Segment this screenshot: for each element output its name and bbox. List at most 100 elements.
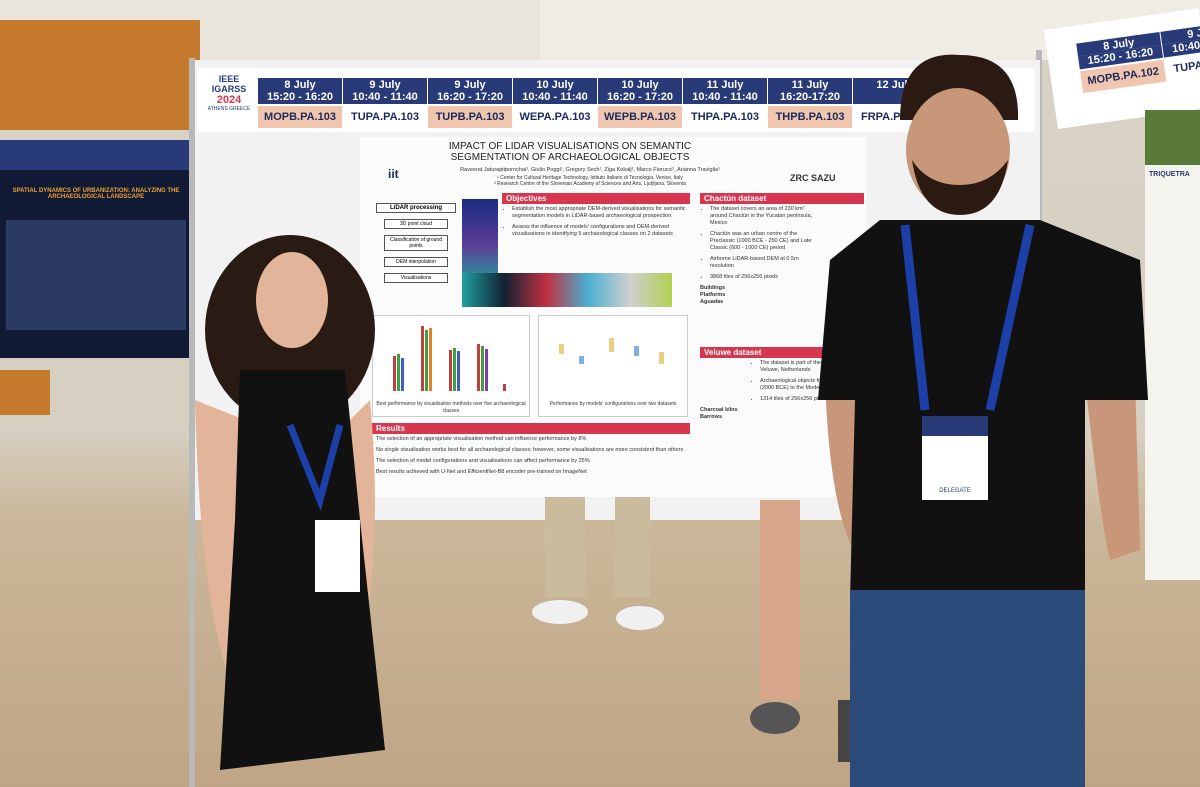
list-item: The selection of model configurations an… [376,458,590,464]
left-poster-body [6,220,186,330]
bar [457,351,460,391]
bar [393,356,396,391]
pipeline: LiDAR processing 3D point cloud Classific… [376,197,456,289]
bar [485,349,488,391]
list-item: The dataset covers an area of 230 km² ar… [710,206,820,227]
bars [393,326,506,391]
arm [1085,380,1140,560]
session-time: 10:40 - 11:40 [343,91,427,104]
session-time: 10:40 - 11:40 [683,91,767,104]
pipeline-step: 3D point cloud [384,219,448,229]
list-item: No single visualisation works best for a… [376,447,684,453]
bar [481,346,484,391]
list-item: Airborne LiDAR-based DEM at 0.5m resolut… [710,256,820,270]
logo-iit: iit [388,167,399,181]
results: Results The selection of an appropriate … [372,423,690,480]
section-heading: Chactún dataset [700,193,864,204]
veluwe: Veluwe dataset The dataset is part of th… [700,347,867,421]
pipeline-title: LiDAR processing [376,203,456,213]
session-banner: IEEE IGARSS 2024 ATHENS GREECE 8 July 15:… [197,68,1035,132]
left-poster: SPATIAL DYNAMICS OF URBANIZATION: ANALYZ… [0,140,192,358]
veluwe-labels: Charcoal kilns Barrows [700,407,864,421]
session-time: 16:20-17:20 [768,91,852,104]
session-time: 16:20 - 17:20 [428,91,512,104]
bar [429,328,432,391]
session-date: 9 July [428,78,512,91]
list-item: 1314 tiles of 256x256 pixels [760,396,870,403]
chactun: Chactún dataset The dataset covers an ar… [700,193,864,306]
shoe [616,606,664,630]
session-date: 8 July [258,78,342,91]
left-poster-header [0,140,192,170]
session: 11 July 10:40 - 11:40 THPA.PA.103 [683,78,767,128]
list-item: Chactún was an urban centre of the Precl… [710,231,820,252]
wood-panel [0,370,50,415]
legs [545,497,585,597]
woman [195,235,385,770]
igarss-logo: IEEE IGARSS 2024 ATHENS GREECE [203,74,255,112]
list-item: 3868 tiles of 256x256 pixels [710,274,820,281]
logo-place: ATHENS GREECE [207,106,251,112]
poster-authors: Raveerat Jaturapitpornchai¹, Giulio Pogg… [460,167,720,173]
box-chart-figure: Performance by models' configurations ov… [538,315,688,417]
bar [449,350,452,391]
veluwe-list: The dataset is part of the 2200 km² from… [750,360,870,403]
pipeline-step: Classification of ground points [384,235,448,251]
session-date: 11 July [683,78,767,91]
shirt [818,220,1148,600]
session: 9 July 10:40 - 11:40 TUPA.PA.103 [343,78,427,128]
badge-header [922,416,988,436]
section-heading: Results [372,423,690,434]
logo-name: IEEE IGARSS [211,74,247,94]
objectives-list: Establish the most appropriate DEM-deriv… [502,206,690,238]
box [609,338,614,352]
session-code: TUPA.PA.103 [343,106,427,128]
background-person [532,497,862,762]
bar-chart-figure: Best performance by visualisation method… [372,315,530,417]
bar [421,326,424,391]
dress [220,370,385,770]
session-code: MOPB.PA.103 [258,106,342,128]
logo-year: 2024 [216,94,242,106]
objectives: Objectives Establish the most appropriat… [502,193,690,242]
shoe [750,702,800,734]
session: 10 July 10:40 - 11:40 WEPA.PA.103 [513,78,597,128]
session-date: 10 July [513,78,597,91]
badge [315,520,360,592]
list-item: Platforms [700,292,726,298]
session-code: TUPB.PA.103 [428,106,512,128]
stand-pole [189,58,195,787]
list-item: Best results achieved with U-Net and Eff… [376,469,587,475]
bar [503,384,506,391]
poster-title: IMPACT OF LIDAR VISUALISATIONS ON SEMANT… [448,141,692,163]
chactun-labels: Buildings Platforms Aguadas [700,285,864,306]
box [559,344,564,354]
session-code: WEPB.PA.103 [598,106,682,128]
list-item: Buildings [700,285,726,291]
man [818,54,1148,787]
box [659,352,664,364]
section-heading: Veluwe dataset [700,347,864,358]
side-poster: TRIQUETRA [1145,110,1200,580]
badge-role: DELEGATE [939,488,971,494]
session-date: 11 July [768,78,852,91]
session-date: 9 July [343,78,427,91]
list-item: Archaeological objects from the Bronze A… [760,378,870,392]
bar [453,348,456,391]
session: 9 July 16:20 - 17:20 TUPB.PA.103 [428,78,512,128]
session-list: 8 July 15:20 - 16:20 MOPB.PA.103 9 July 10:4… [258,78,938,128]
list-item: Barrows [700,414,723,420]
chart-caption: Best performance by visualisation method… [376,401,526,414]
bar [401,358,404,391]
face [256,252,328,348]
session: 8 July 15:20 - 16:20 MOPB.PA.103 [258,78,342,128]
session-code: THPA.PA.103 [683,106,767,128]
bar [425,330,428,391]
session-time: 10:40 - 11:40 [513,91,597,104]
box [579,356,584,364]
list-item: Aguadas [700,299,724,305]
visualisation-strip [462,273,672,307]
lanyard [900,224,1035,411]
session: 10 July 16:20 - 17:20 WEPB.PA.103 [598,78,682,128]
